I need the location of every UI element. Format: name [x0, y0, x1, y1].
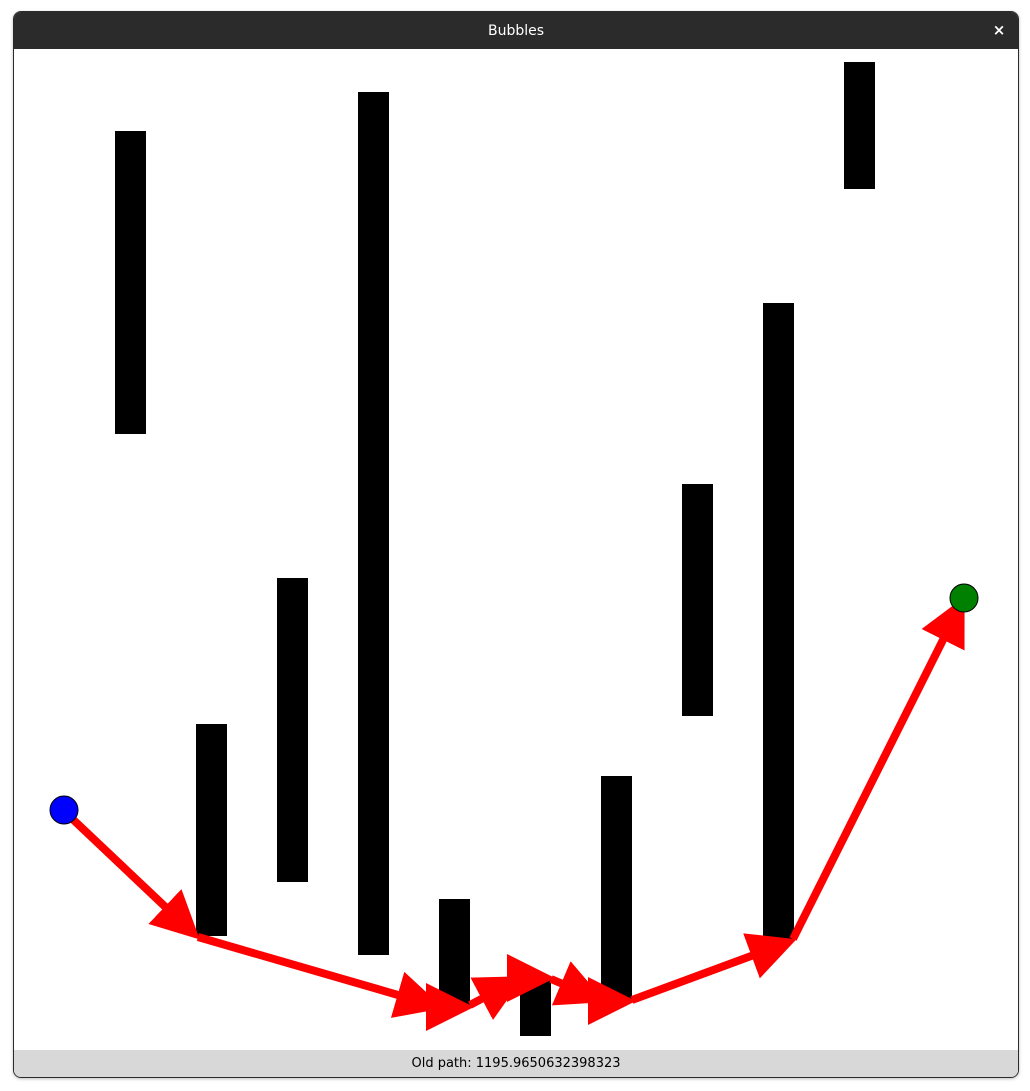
scene-svg [49, 62, 979, 1036]
wall-10 [844, 62, 875, 189]
wall-2 [196, 724, 227, 936]
wall-8 [682, 484, 713, 716]
goal-node[interactable] [949, 583, 979, 613]
path-segment [196, 933, 444, 1018]
wall-1 [115, 131, 146, 434]
wall-4 [358, 92, 389, 955]
window-title: Bubbles [487, 22, 545, 39]
wall-3 [277, 578, 308, 882]
walls [115, 62, 875, 1036]
wall-6 [520, 977, 551, 1036]
drawing-canvas[interactable] [14, 49, 1018, 1050]
path-segment [549, 961, 606, 1006]
path-segment [630, 933, 797, 1004]
title-bar[interactable]: Bubbles × [14, 12, 1018, 49]
app-window: Bubbles × [13, 11, 1019, 1078]
wall-5 [439, 899, 470, 1007]
start-node[interactable] [49, 795, 79, 825]
status-text: Old path: 1195.9650632398323 [411, 1056, 621, 1071]
path-segment [789, 596, 965, 941]
path-segment [468, 976, 525, 1020]
close-icon[interactable]: × [992, 21, 1006, 39]
status-bar: Old path: 1195.9650632398323 [14, 1050, 1018, 1077]
path-segment [61, 808, 200, 940]
path [61, 596, 965, 1031]
wall-7 [601, 776, 632, 1001]
wall-9 [763, 303, 794, 941]
